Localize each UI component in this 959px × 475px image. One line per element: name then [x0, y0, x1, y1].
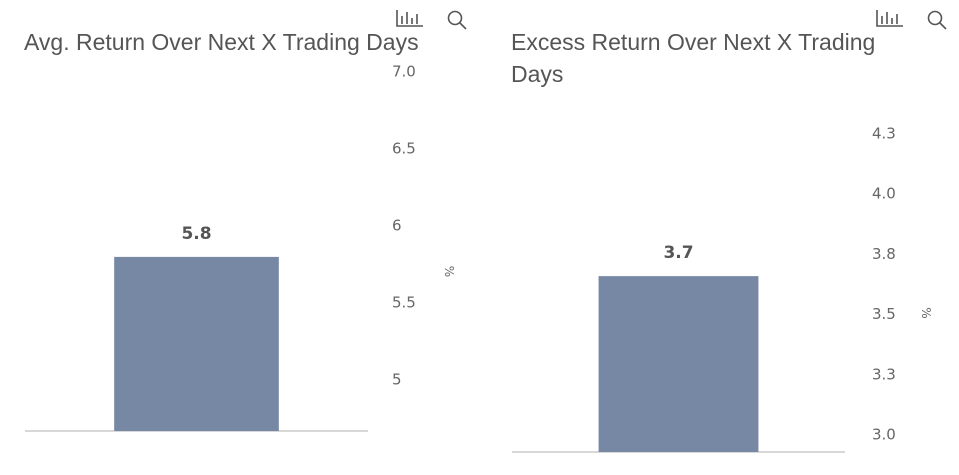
y-tick-label: 5.5 — [392, 294, 416, 312]
y-tick-label: 6 — [392, 217, 402, 235]
y-tick-label: 3.3 — [872, 365, 896, 383]
chart-icons — [396, 10, 947, 30]
bar — [114, 256, 279, 431]
y-tick-label: 5 — [392, 371, 402, 389]
y-tick-label: 4.3 — [872, 125, 896, 143]
y-tick-label: 4.0 — [872, 185, 896, 203]
y-axis-label: % — [919, 307, 933, 318]
y-tick-label: 7.0 — [392, 63, 416, 81]
chart-title: Avg. Return Over Next X Trading Days — [24, 29, 419, 55]
y-tick-label: 3.5 — [872, 305, 896, 323]
y-axis-label: % — [442, 266, 456, 277]
y-tick-label: 3.0 — [872, 426, 896, 444]
data-label: 5.8 — [181, 224, 211, 244]
y-tick-label: 3.8 — [872, 245, 896, 263]
chart-title: Excess Return Over Next X Trading Days — [511, 29, 876, 87]
bar — [598, 276, 759, 452]
y-tick-label: 6.5 — [392, 140, 416, 158]
data-label: 3.7 — [663, 243, 693, 263]
